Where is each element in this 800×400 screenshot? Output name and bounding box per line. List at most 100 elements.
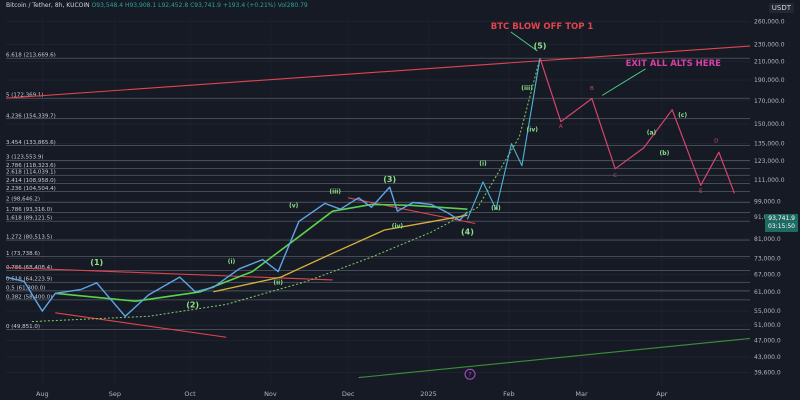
projection-point-label: C <box>613 173 617 179</box>
wave-label: (5) <box>534 42 547 51</box>
fib-label: 1.272 (80,513.5) <box>6 235 52 241</box>
bottom-marker-circle <box>464 368 476 380</box>
y-tick-label: 55,000.0 <box>754 308 781 315</box>
x-tick-label: Apr <box>656 390 668 398</box>
projection-point-label: D <box>714 138 718 144</box>
projection-point-label: B <box>590 86 594 92</box>
price-line <box>5 186 468 317</box>
wave-label: (c) <box>678 112 687 119</box>
fib-label: 3.454 (133,865.6) <box>6 140 56 146</box>
x-tick-label: Nov <box>264 390 277 398</box>
annotation-arrow <box>602 68 646 96</box>
y-tick-label: 61,000.0 <box>754 289 781 296</box>
trendline-red-upper <box>5 45 751 99</box>
y-axis[interactable]: 260,000.0 230,000.0 210,000.0 190,000.0 170,… <box>754 19 785 377</box>
projection-point-label: A <box>559 124 563 130</box>
series-layer <box>5 57 735 323</box>
wave-label: (a) <box>647 129 657 136</box>
y-tick-label: 81,000.0 <box>754 236 781 243</box>
projection-line <box>539 57 735 194</box>
fib-label: 6.618 (213,669.6) <box>6 53 56 59</box>
y-tick-label: 73,000.0 <box>754 255 781 262</box>
wave-label: (iii) <box>329 188 341 195</box>
fib-levels: 6.618 (213,669.6) 5 (172,369.1) 4.236 (154… <box>6 53 750 330</box>
annotation-text: BTC BLOW OFF TOP 1 <box>491 22 594 32</box>
last-price-value: 93,741.9 <box>768 215 795 222</box>
fib-label: 2.414 (108,958.0) <box>6 178 56 184</box>
y-tick-label: 190,000.0 <box>754 77 785 84</box>
x-tick-label: Aug <box>36 390 49 398</box>
fib-label: 4.236 (154,339.7) <box>6 113 56 119</box>
y-tick-label: 260,000.0 <box>754 19 785 26</box>
y-tick-label: 111,000.0 <box>754 177 785 184</box>
wave-label: (2) <box>186 301 199 310</box>
wave-label: (iv) <box>392 223 404 230</box>
wave-label: (i) <box>479 161 487 168</box>
fib-label: 0.382 (58,400.0) <box>6 294 52 300</box>
y-tick-label: 51,000.0 <box>754 322 781 329</box>
fib-label: 2.618 (114,039.1) <box>6 170 56 176</box>
x-axis[interactable]: Aug Sep Oct Nov Dec 2025 Feb Mar Apr <box>36 390 668 398</box>
last-price-tag: 93,741.9 03:15:50 <box>765 214 798 232</box>
fib-label: 2 (98,646.2) <box>6 197 40 203</box>
volume-value: Vol280.79 <box>277 2 308 9</box>
y-tick-label: 230,000.0 <box>754 41 785 48</box>
x-tick-label: Oct <box>184 390 196 398</box>
fib-label: 0 (49,851.0) <box>6 324 40 330</box>
annotations: BTC BLOW OFF TOP 1 EXIT ALL ALTS HERE? <box>464 22 722 380</box>
symbol-title[interactable]: Bitcoin / Tether, 8h, KUCOIN <box>6 2 90 9</box>
y-tick-label: 99,000.0 <box>754 199 781 206</box>
y-tick-label: 123,000.0 <box>754 158 785 165</box>
bottom-marker-label: ? <box>468 371 471 379</box>
x-tick-label: Dec <box>342 390 355 398</box>
y-tick-label: 170,000.0 <box>754 98 785 105</box>
y-tick-label: 150,000.0 <box>754 121 785 128</box>
ma-slow-line <box>213 214 468 293</box>
y-tick-label: 39,600.0 <box>754 369 781 376</box>
wave-label: (3) <box>383 175 396 184</box>
wave-label: (v) <box>289 202 299 209</box>
y-tick-label: 47,000.0 <box>754 337 781 344</box>
y-tick-label: 135,000.0 <box>754 141 785 148</box>
annotation-arrow <box>510 31 538 52</box>
x-tick-label: Sep <box>109 390 121 398</box>
y-tick-label: 210,000.0 <box>754 58 785 65</box>
open-value: O93,548.4 <box>91 2 124 9</box>
close-value: C93,741.9 <box>190 2 222 9</box>
low-value: L92,452.8 <box>158 2 189 9</box>
wave-path-line <box>466 58 541 220</box>
x-tick-label: Mar <box>575 390 588 398</box>
ma-fast-line <box>55 203 468 302</box>
x-tick-label: Feb <box>503 390 515 398</box>
wave-label: (1) <box>90 258 103 267</box>
trendline-red-lower-top <box>5 266 333 281</box>
fib-label: 2.236 (104,504.4) <box>6 186 56 192</box>
fib-label: 2.786 (118,323.6) <box>6 163 56 169</box>
wave-label: (iv) <box>527 127 539 134</box>
wave-label: (ii) <box>491 205 501 212</box>
fib-label: 0.5 (61,300.0) <box>6 285 45 291</box>
wave-label: (i) <box>228 259 236 266</box>
trendline-red-range <box>348 197 476 225</box>
fib-label: 0.618 (64,223.9) <box>6 277 52 283</box>
wave-labels: (1) (2) (3) (4) (5) (i) (ii) (iii) (iv) (v) (i) (ii… <box>90 42 718 310</box>
y-tick-label: 67,000.0 <box>754 271 781 278</box>
fib-label: 1.786 (93,316.0) <box>6 207 52 213</box>
x-tick-label: 2025 <box>420 390 437 398</box>
fib-label: 1.618 (89,121.5) <box>6 216 52 222</box>
change-value: +193.4 (+0.21%) <box>222 2 276 9</box>
symbol-header: Bitcoin / Tether, 8h, KUCOIN O93,548.4 H… <box>6 2 308 9</box>
currency-label[interactable]: USDT <box>768 3 794 13</box>
wave-label: (4) <box>461 227 474 236</box>
fib-label: 3 (123,553.9) <box>6 155 44 161</box>
wave-label: (b) <box>660 150 670 157</box>
y-tick-label: 43,000.0 <box>754 354 781 361</box>
grid-layer <box>6 18 750 385</box>
annotation-text: EXIT ALL ALTS HERE <box>626 59 722 69</box>
fib-label: 1 (73,738.6) <box>6 251 40 257</box>
trendlines <box>5 45 751 379</box>
dotted-curve <box>31 57 541 323</box>
wave-label: (ii) <box>273 279 283 286</box>
trendline-green-base <box>358 337 751 379</box>
